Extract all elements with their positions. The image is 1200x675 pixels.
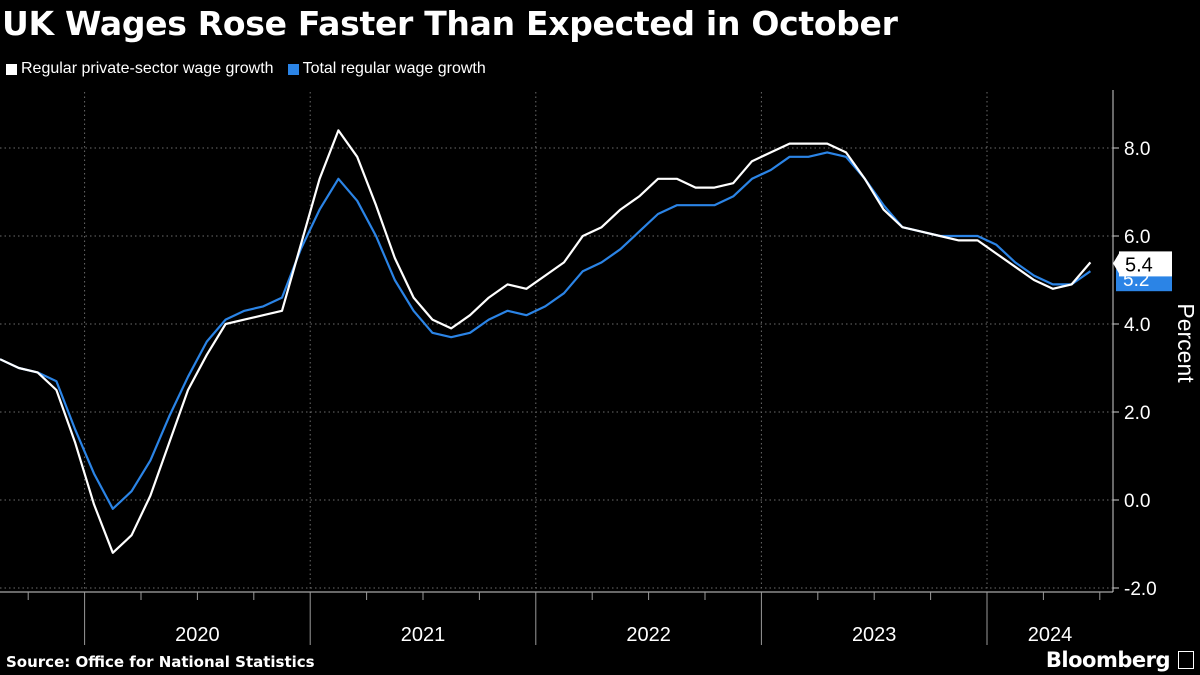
legend-item-total: Total regular wage growth xyxy=(287,60,486,78)
last-value-label-private: 5.4 xyxy=(1125,254,1153,276)
x-tick-label: 2020 xyxy=(175,624,220,646)
y-tick-label: 0.0 xyxy=(1124,491,1150,512)
legend-item-private: Regular private-sector wage growth xyxy=(6,60,274,78)
legend-label-total: Total regular wage growth xyxy=(302,60,486,77)
legend-swatch-total xyxy=(287,63,299,75)
x-tick-label: 2024 xyxy=(1028,624,1073,646)
y-tick-label: 8.0 xyxy=(1124,139,1150,160)
bloomberg-terminal-icon xyxy=(1178,651,1194,669)
x-tick-label: 2021 xyxy=(401,624,446,646)
legend-label-private: Regular private-sector wage growth xyxy=(21,60,274,77)
x-tick-label: 2022 xyxy=(626,624,671,646)
brand-logo: Bloomberg xyxy=(1046,648,1194,672)
y-tick-label: 4.0 xyxy=(1124,315,1150,336)
legend: Regular private-sector wage growth Total… xyxy=(6,60,486,78)
y-tick-label: 6.0 xyxy=(1124,227,1150,248)
x-tick-label: 2023 xyxy=(852,624,897,646)
series-line-total xyxy=(0,151,1092,510)
brand-wordmark: Bloomberg xyxy=(1045,648,1171,672)
last-value-box-private xyxy=(1119,251,1172,277)
y-tick-label: -2.0 xyxy=(1124,579,1157,600)
series-line-private xyxy=(0,129,1092,554)
last-value-pointer-private xyxy=(1113,253,1119,274)
legend-swatch-private xyxy=(6,63,17,75)
y-tick-label: 2.0 xyxy=(1124,403,1150,424)
y-axis-label: Percent xyxy=(1173,303,1199,383)
chart-title: UK Wages Rose Faster Than Expected in Oc… xyxy=(2,4,898,43)
source-note: Source: Office for National Statistics xyxy=(6,653,315,671)
